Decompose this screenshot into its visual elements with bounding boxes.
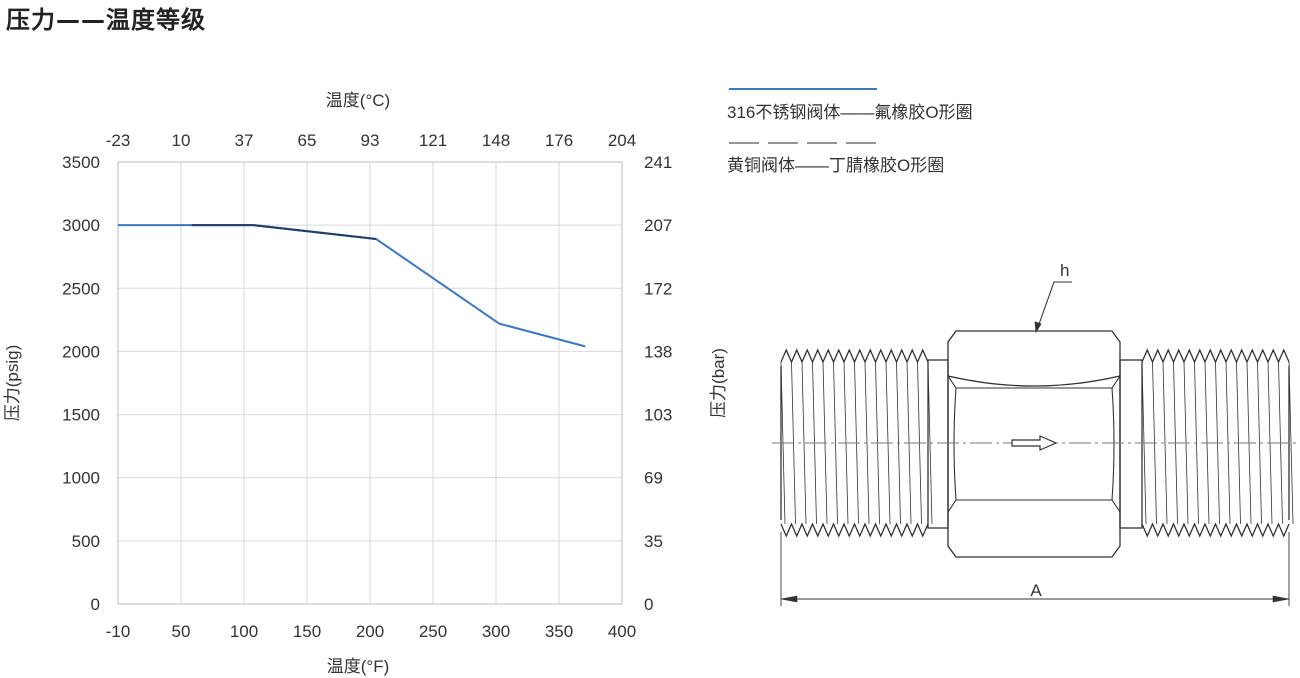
y2-tick-label: 138 bbox=[644, 342, 672, 361]
h-leader-line bbox=[1037, 281, 1072, 328]
dimension-label-a: A bbox=[1030, 581, 1042, 600]
left-neck bbox=[927, 359, 949, 529]
x-axis-label: 温度(°F) bbox=[327, 657, 390, 676]
left-thread bbox=[780, 348, 933, 538]
x2-tick-label: 37 bbox=[235, 131, 254, 150]
y2-tick-label: 0 bbox=[644, 595, 653, 614]
x-tick-label: 350 bbox=[545, 622, 573, 641]
thread-profile bbox=[1141, 522, 1290, 538]
fitting-drawing bbox=[772, 281, 1298, 606]
x-tick-label: 200 bbox=[356, 622, 384, 641]
y-axis-label: 压力(psig) bbox=[3, 345, 22, 422]
y-tick-label: 3500 bbox=[62, 153, 100, 172]
x2-tick-label: 65 bbox=[298, 131, 317, 150]
y-tick-label: 1500 bbox=[62, 406, 100, 425]
x-tick-label: 400 bbox=[608, 622, 636, 641]
series-line-2 bbox=[191, 224, 377, 240]
legend-label-brass: 黄铜阀体——丁腈橡胶O形圈 bbox=[727, 156, 944, 175]
page-title: 压力——温度等级 bbox=[6, 6, 206, 34]
y2-tick-label: 207 bbox=[644, 216, 672, 235]
dimension-label-h: h bbox=[1060, 261, 1069, 280]
series-layer bbox=[118, 224, 586, 348]
right-neck bbox=[1119, 359, 1143, 529]
y-tick-label: 0 bbox=[91, 595, 100, 614]
y2-axis-label: 压力(bar) bbox=[709, 348, 728, 418]
legend-label-stainless: 316不锈钢阀体——氟橡胶O形圈 bbox=[727, 103, 973, 122]
y-tick-label: 1000 bbox=[62, 469, 100, 488]
dim-arrow-right bbox=[1272, 595, 1290, 603]
chart-grid bbox=[117, 161, 623, 605]
thread-line bbox=[833, 361, 838, 525]
series-line-1 bbox=[118, 224, 586, 348]
x2-tick-label: -23 bbox=[106, 131, 131, 150]
x2-tick-label: 176 bbox=[545, 131, 573, 150]
x2-tick-label: 121 bbox=[419, 131, 447, 150]
flow-arrow-icon bbox=[1011, 435, 1058, 451]
x-tick-label: 100 bbox=[230, 622, 258, 641]
y2-tick-label: 103 bbox=[644, 406, 672, 425]
y-tick-label: 3000 bbox=[62, 216, 100, 235]
thread-profile bbox=[780, 348, 929, 364]
legend: 316不锈钢阀体——氟橡胶O形圈 黄铜阀体——丁腈橡胶O形圈 bbox=[727, 88, 973, 175]
tick-labels: -10-235010100371506520093250121300148350… bbox=[62, 131, 672, 641]
y-tick-label: 2000 bbox=[62, 342, 100, 361]
y-tick-label: 2500 bbox=[62, 279, 100, 298]
thread-line bbox=[1288, 361, 1294, 525]
x-tick-label: 50 bbox=[172, 622, 191, 641]
x2-tick-label: 204 bbox=[608, 131, 636, 150]
thread-profile bbox=[1141, 348, 1290, 364]
x-tick-label: 150 bbox=[293, 622, 321, 641]
plot-frame bbox=[117, 161, 623, 605]
thread-profile bbox=[780, 522, 929, 538]
thread-line bbox=[801, 361, 807, 525]
x-tick-label: -10 bbox=[106, 622, 131, 641]
hex-body bbox=[947, 330, 1121, 558]
y2-tick-label: 241 bbox=[644, 153, 672, 172]
y2-tick-label: 69 bbox=[644, 469, 663, 488]
x2-tick-label: 93 bbox=[361, 131, 380, 150]
thread-line bbox=[1257, 361, 1262, 525]
y-tick-label: 500 bbox=[72, 532, 100, 551]
x-tick-label: 250 bbox=[419, 622, 447, 641]
x2-axis-label: 温度(°C) bbox=[326, 91, 390, 110]
y2-tick-label: 35 bbox=[644, 532, 663, 551]
h-leader-arrow bbox=[1034, 321, 1042, 334]
thread-line bbox=[1162, 361, 1168, 525]
x2-tick-label: 10 bbox=[172, 131, 191, 150]
x-tick-label: 300 bbox=[482, 622, 510, 641]
y2-tick-label: 172 bbox=[644, 279, 672, 298]
dim-arrow-left bbox=[780, 595, 798, 603]
x2-tick-label: 148 bbox=[482, 131, 510, 150]
